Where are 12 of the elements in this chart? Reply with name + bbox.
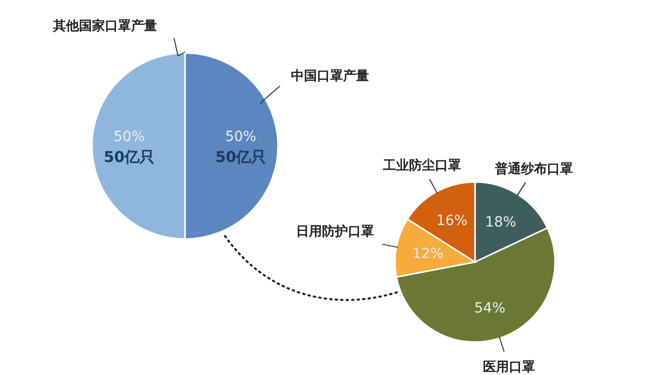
slice-label: 工业防尘口罩 (382, 157, 461, 174)
slice-label: 医用口罩 (483, 360, 536, 375)
slice-label: 中国口罩产量 (291, 68, 369, 84)
data-label: 50% 50亿只 (104, 129, 155, 166)
data-label: 50% 50亿只 (215, 129, 266, 166)
data-label: 18% (485, 214, 516, 230)
slice-label: 其他国家口罩产量 (52, 18, 157, 34)
data-label: 12% (412, 246, 444, 262)
slice-label: 日用防护口罩 (296, 224, 374, 240)
data-label: 16% (436, 212, 468, 229)
slice-label: 普通纱布口罩 (494, 160, 574, 177)
data-label: 54% (474, 300, 506, 317)
